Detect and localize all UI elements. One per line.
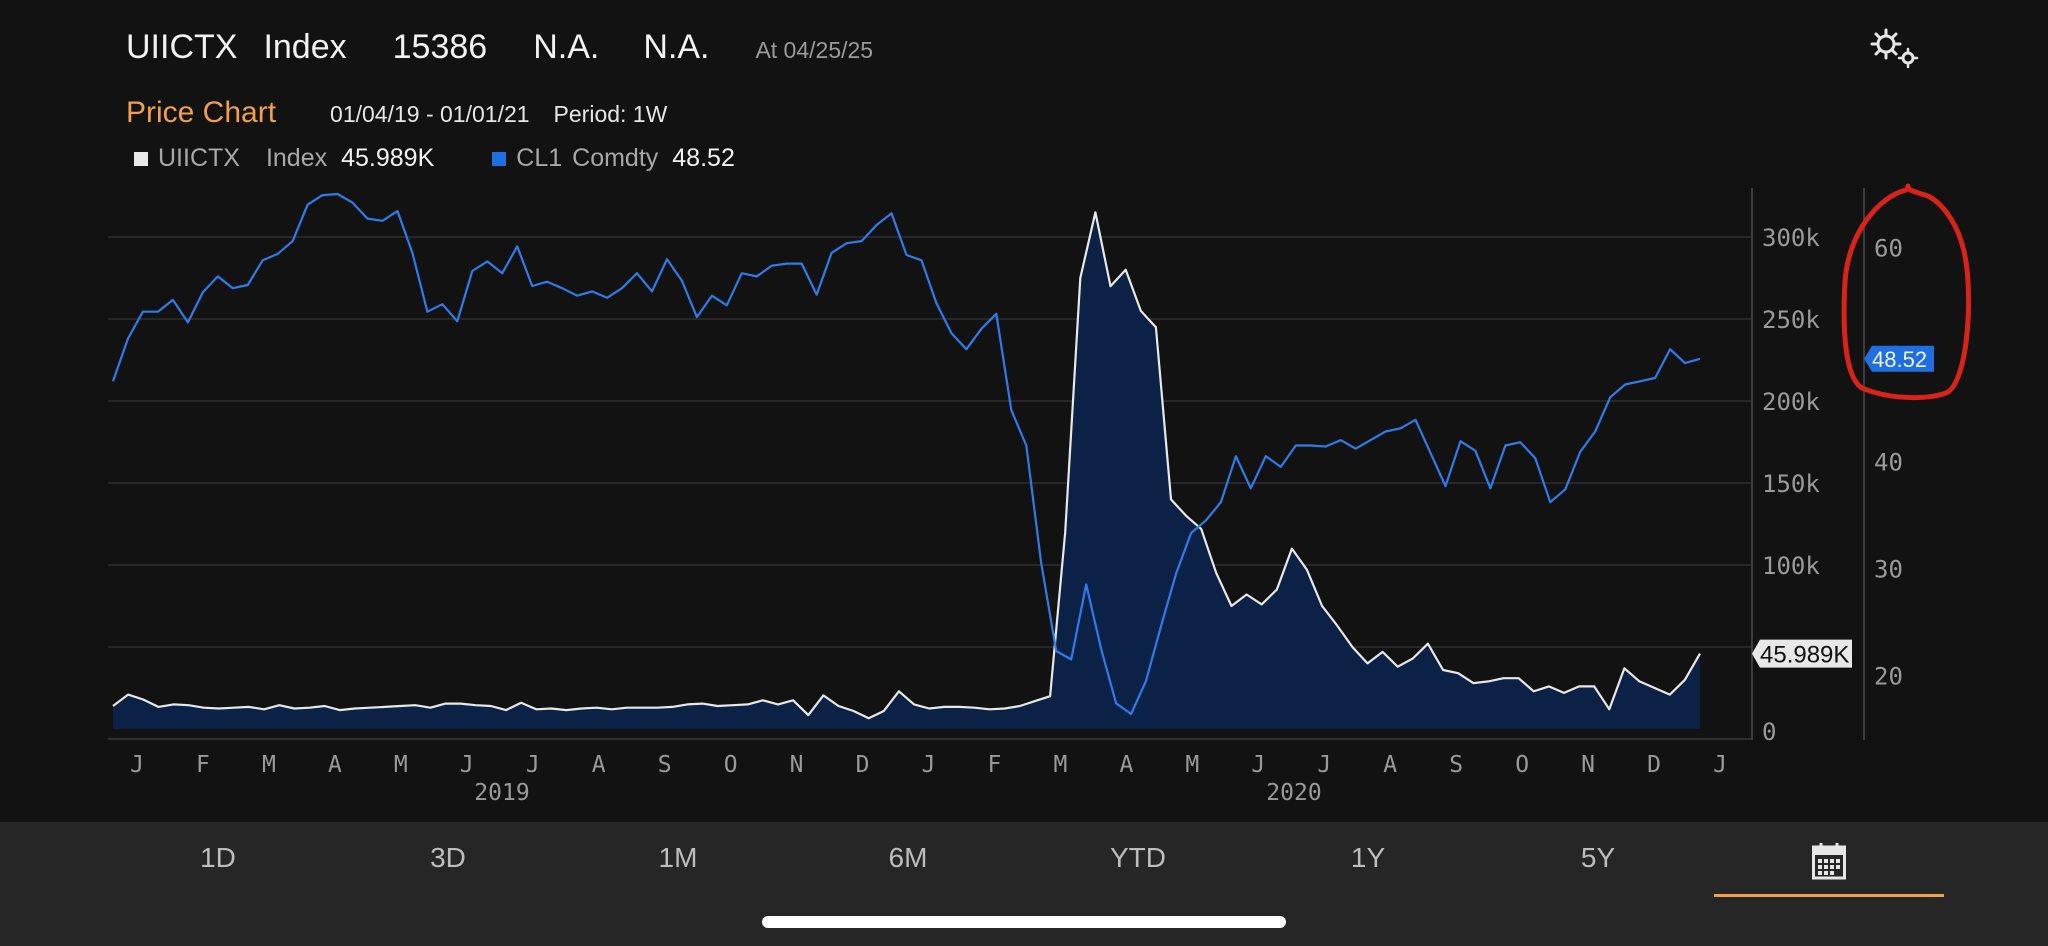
security-header: UIICTX Index 15386 N.A. N.A. At 04/25/25 [126, 28, 873, 74]
last-price: 15386 [392, 28, 488, 66]
x-axis-year-label: 2020 [1266, 780, 1321, 806]
tab-ytd[interactable]: YTD [1110, 842, 1166, 873]
x-axis-month-tick: J [1251, 752, 1265, 778]
right-axis-tick: 20 [1874, 663, 1903, 691]
x-axis-month-tick: M [262, 752, 276, 778]
as-of-date: At 04/25/25 [755, 37, 874, 63]
ticker-symbol: UIICTX [126, 28, 238, 66]
legend-value-cl1: 48.52 [672, 144, 735, 172]
period-label: Period: 1W [553, 101, 668, 127]
right-axis-tick: 60 [1874, 235, 1903, 263]
custom-tab-underline [1714, 894, 1944, 897]
period-tab-bar: 1D 3D 1M 6M YTD 1Y 5Y [0, 822, 2048, 946]
x-axis-month-tick: A [1119, 752, 1133, 778]
cl1-last-value-flag [1864, 345, 1934, 372]
x-axis-month-tick: D [1647, 752, 1661, 778]
tab-6m[interactable]: 6M [888, 842, 928, 873]
change-value: N.A. [533, 28, 600, 66]
legend-value-uiictx: 45.989K [341, 144, 435, 172]
cl1-series-line [111, 192, 1701, 716]
legend-swatch-cl1 [492, 151, 507, 166]
cl1-last-value-label: 48.52 [1872, 347, 1927, 372]
tab-1y[interactable]: 1Y [1350, 842, 1386, 873]
uiictx-area-fill [113, 212, 1700, 729]
chart-subheader: Price Chart 01/04/19 - 01/01/21 Period: … [126, 96, 667, 130]
x-axis-year-label: 2019 [474, 780, 529, 806]
x-axis-month-tick: J [460, 752, 474, 778]
x-axis-month-tick: A [328, 752, 342, 778]
x-axis-month-tick: J [130, 752, 144, 778]
uiictx-last-value-label: 45.989K [1760, 642, 1849, 669]
right-axis-tick: 30 [1874, 556, 1903, 584]
x-axis-month-tick: N [1581, 752, 1595, 778]
x-axis-month-tick: J [922, 752, 936, 778]
date-range: 01/04/19 - 01/01/21 [330, 101, 530, 127]
ticker-type: Index [263, 28, 347, 66]
red-annotation-circle [1841, 183, 1972, 401]
chart-title: Price Chart [126, 96, 277, 129]
calendar-icon[interactable] [1812, 842, 1846, 880]
left-axis-tick: 300k [1762, 224, 1820, 252]
price-chart[interactable]: 300k250k200k150k100k0605040302045.989K48… [0, 0, 2048, 822]
x-axis-month-tick: M [1053, 752, 1067, 778]
settings-gears-icon[interactable] [1866, 26, 1922, 72]
left-axis-tick: 250k [1762, 306, 1820, 334]
left-axis-tick: 150k [1762, 470, 1820, 498]
x-axis-month-tick: S [1449, 752, 1463, 778]
home-indicator [762, 916, 1286, 928]
chart-legend: UIICTX Index 45.989K CL1 Comdty 48.52 [134, 144, 735, 173]
tab-1d[interactable]: 1D [200, 842, 236, 873]
left-axis-tick: 200k [1762, 388, 1820, 416]
x-axis-month-tick: A [592, 752, 606, 778]
tab-3d[interactable]: 3D [430, 842, 466, 873]
x-axis-month-tick: F [988, 752, 1002, 778]
change-percent: N.A. [643, 28, 710, 66]
legend-type-cl1: Comdty [572, 144, 659, 172]
x-axis-month-tick: O [724, 752, 738, 778]
x-axis-month-tick: S [658, 752, 672, 778]
x-axis-month-tick: J [526, 752, 540, 778]
x-axis-month-tick: M [1185, 752, 1199, 778]
uiictx-series-line [112, 211, 1701, 720]
legend-name-cl1: CL1 [516, 144, 563, 172]
tab-5y[interactable]: 5Y [1580, 842, 1616, 873]
legend-name-uiictx: UIICTX [158, 144, 240, 172]
x-axis-month-tick: D [856, 752, 870, 778]
x-axis-month-tick: J [1317, 752, 1331, 778]
x-axis-month-tick: O [1515, 752, 1529, 778]
x-axis-month-tick: J [1713, 752, 1727, 778]
tab-1m[interactable]: 1M [658, 842, 698, 873]
left-axis-tick: 100k [1762, 552, 1820, 580]
x-axis-month-tick: M [394, 752, 408, 778]
uiictx-last-value-flag [1752, 639, 1852, 668]
x-axis-month-tick: N [790, 752, 804, 778]
legend-swatch-uiictx [134, 151, 148, 166]
x-axis-month-tick: A [1383, 752, 1397, 778]
legend-type-uiictx: Index [265, 144, 328, 172]
x-axis-month-tick: F [196, 752, 210, 778]
right-axis-tick: 40 [1874, 449, 1903, 477]
left-axis-tick: 0 [1762, 718, 1776, 746]
